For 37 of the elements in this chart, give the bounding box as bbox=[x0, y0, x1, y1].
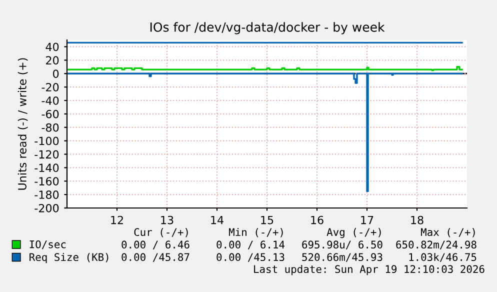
text: 520.66m/45.93 bbox=[302, 253, 382, 262]
legend-label: Req Size (KB) bbox=[30, 252, 108, 264]
y-tick-label: -200 bbox=[34, 204, 59, 212]
y-tick-label: -140 bbox=[34, 164, 59, 172]
x-tick-label: 17 bbox=[361, 216, 374, 224]
y-axis-title: Units read (-) / write (+) bbox=[18, 58, 28, 190]
text: Cur (-/+) bbox=[134, 228, 188, 238]
y-tick-label: 40 bbox=[46, 42, 59, 52]
text: 0.00 /45.13 bbox=[216, 253, 284, 262]
x-tick-label: 12 bbox=[111, 216, 123, 224]
x-tick-label: 15 bbox=[261, 216, 274, 224]
y-tick-label: -180 bbox=[34, 190, 59, 199]
text: 695.98u/ 6.50 bbox=[302, 240, 382, 250]
y-tick-label: 0 bbox=[53, 70, 59, 78]
y-tick-label: -120 bbox=[34, 150, 59, 159]
y-tick-label: -20 bbox=[42, 83, 59, 92]
x-tick-label: 14 bbox=[211, 216, 224, 224]
text: 0.00 /45.87 bbox=[122, 253, 190, 262]
x-tick-label: 13 bbox=[161, 216, 174, 224]
text: Last update: Sun Apr 19 12:10:03 2026 bbox=[254, 264, 484, 276]
chart-title: IOs for /dev/vg-data/docker - by week bbox=[150, 22, 385, 34]
text: Max (-/+) bbox=[420, 228, 475, 238]
x-tick-label: 18 bbox=[411, 216, 424, 224]
text: Min (-/+) bbox=[228, 228, 283, 238]
text: Avg (-/+) bbox=[326, 228, 381, 238]
y-tick-label: -60 bbox=[42, 110, 59, 118]
text: 650.82m/24.98 bbox=[396, 240, 476, 250]
y-tick-label: -40 bbox=[42, 96, 59, 105]
text: 0.00 / 6.14 bbox=[216, 240, 285, 250]
x-tick-label: 16 bbox=[311, 216, 324, 224]
text: 1.03k/46.75 bbox=[409, 252, 476, 262]
y-tick-label: 20 bbox=[46, 56, 59, 65]
y-tick-label: -160 bbox=[34, 177, 59, 186]
legend-label: IO/sec bbox=[30, 240, 66, 250]
text: 0.00 / 6.46 bbox=[122, 240, 190, 250]
y-tick-label: -100 bbox=[34, 136, 59, 146]
y-tick-label: -80 bbox=[42, 123, 59, 132]
